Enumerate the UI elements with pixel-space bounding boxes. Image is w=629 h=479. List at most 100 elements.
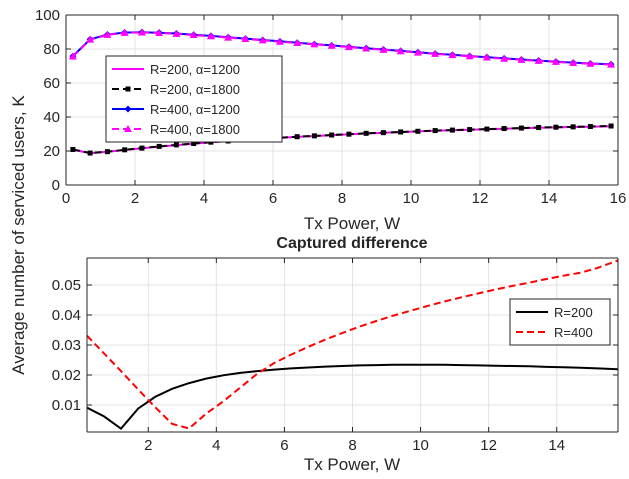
x-tick-label: 4 xyxy=(212,437,220,454)
data-point xyxy=(311,133,317,139)
x-tick-label: 6 xyxy=(269,190,277,207)
data-point xyxy=(155,29,164,37)
data-point xyxy=(396,47,405,55)
y-tick-label: 0.04 xyxy=(52,307,81,324)
x-tick-label: 2 xyxy=(131,190,139,207)
data-point xyxy=(518,125,524,131)
data-point xyxy=(379,45,388,53)
x-tick-label: 12 xyxy=(480,437,497,454)
series-line-4 xyxy=(72,31,612,66)
legend-label-2: R=400 xyxy=(554,325,593,340)
y-tick-label: 100 xyxy=(35,7,60,24)
data-point xyxy=(156,143,162,149)
data-point xyxy=(275,37,284,45)
legend-marker xyxy=(125,86,131,92)
data-point xyxy=(517,55,526,63)
data-point xyxy=(465,52,474,60)
data-point xyxy=(120,28,129,36)
data-point xyxy=(139,145,145,151)
y-tick-label: 20 xyxy=(43,143,60,160)
legend-marker xyxy=(124,105,132,113)
data-point xyxy=(103,30,112,38)
x-tick-label: 6 xyxy=(280,437,288,454)
data-point xyxy=(224,33,233,41)
legend-label-2: R=200, α=1800 xyxy=(150,82,240,97)
data-point xyxy=(68,52,77,60)
data-point xyxy=(608,123,614,129)
data-point xyxy=(137,28,146,36)
data-point xyxy=(310,40,319,48)
data-point xyxy=(587,124,593,130)
x-tick-label: 4 xyxy=(200,190,208,207)
data-point xyxy=(189,31,198,39)
data-point xyxy=(329,132,335,138)
data-point xyxy=(363,130,369,136)
data-point xyxy=(501,126,507,132)
data-point xyxy=(484,126,490,132)
x-tick-label: 14 xyxy=(548,437,565,454)
data-point xyxy=(172,29,181,37)
data-point xyxy=(415,128,421,134)
legend-box xyxy=(105,55,283,143)
data-point xyxy=(380,130,386,136)
legend-box xyxy=(509,298,611,346)
data-point xyxy=(448,51,457,59)
top-x-axis-label: Tx Power, W xyxy=(304,214,400,233)
data-point xyxy=(534,56,543,64)
data-point xyxy=(346,131,352,137)
legend-label-1: R=200 xyxy=(554,305,593,320)
legend: R=200, α=1200 R=200, α=1800 R=400, α=1200 R… xyxy=(105,55,283,143)
data-point xyxy=(70,146,76,152)
y-tick-label: 0.03 xyxy=(52,337,81,354)
x-tick-label: 14 xyxy=(541,190,558,207)
x-tick-label: 8 xyxy=(338,190,346,207)
series-line-2 xyxy=(72,125,612,155)
data-point xyxy=(293,39,302,47)
bottom-chart: 2 4 6 8 10 12 14 0.01 0.02 0.03 0.04 0.05 R=200 R=400 xyxy=(52,257,619,454)
data-point xyxy=(500,54,509,62)
x-tick-label: 12 xyxy=(472,190,489,207)
y-tick-label: 0.01 xyxy=(52,397,81,414)
data-point xyxy=(432,128,438,134)
data-point xyxy=(294,134,300,140)
data-point xyxy=(536,125,542,131)
data-point xyxy=(258,36,267,44)
x-tick-label: 2 xyxy=(144,437,152,454)
data-point xyxy=(122,147,128,153)
legend-marker xyxy=(124,125,132,132)
data-point xyxy=(191,141,197,147)
series-line-1 xyxy=(86,363,619,431)
x-tick-label: 8 xyxy=(348,437,356,454)
y-axis-label: Average number of serviced users, K xyxy=(9,95,28,375)
data-point xyxy=(553,124,559,130)
x-tick-label: 10 xyxy=(412,437,429,454)
data-point xyxy=(431,49,440,57)
bottom-chart-title: Captured difference xyxy=(276,235,427,252)
x-tick-label: 16 xyxy=(610,190,627,207)
data-point xyxy=(86,35,95,43)
data-point xyxy=(570,124,576,130)
legend-label-1: R=200, α=1200 xyxy=(150,62,240,77)
data-point xyxy=(87,150,93,156)
y-tick-label: 40 xyxy=(43,109,60,126)
data-point xyxy=(586,59,595,67)
data-point xyxy=(206,32,215,40)
data-point xyxy=(569,58,578,66)
data-point xyxy=(398,129,404,135)
data-point xyxy=(327,41,336,49)
data-point xyxy=(241,34,250,42)
series-line-2 xyxy=(86,259,619,430)
y-tick-label: 0 xyxy=(52,177,60,194)
data-point xyxy=(449,127,455,133)
legend-label-4: R=400, α=1800 xyxy=(150,122,240,137)
y-tick-label: 60 xyxy=(43,75,60,92)
data-point xyxy=(413,48,422,56)
y-tick-label: 0.02 xyxy=(52,367,81,384)
x-tick-label: 0 xyxy=(62,190,70,207)
y-tick-label: 80 xyxy=(43,41,60,58)
data-point xyxy=(104,149,110,155)
bottom-x-axis-label: Tx Power, W xyxy=(304,455,400,474)
data-point xyxy=(551,57,560,65)
